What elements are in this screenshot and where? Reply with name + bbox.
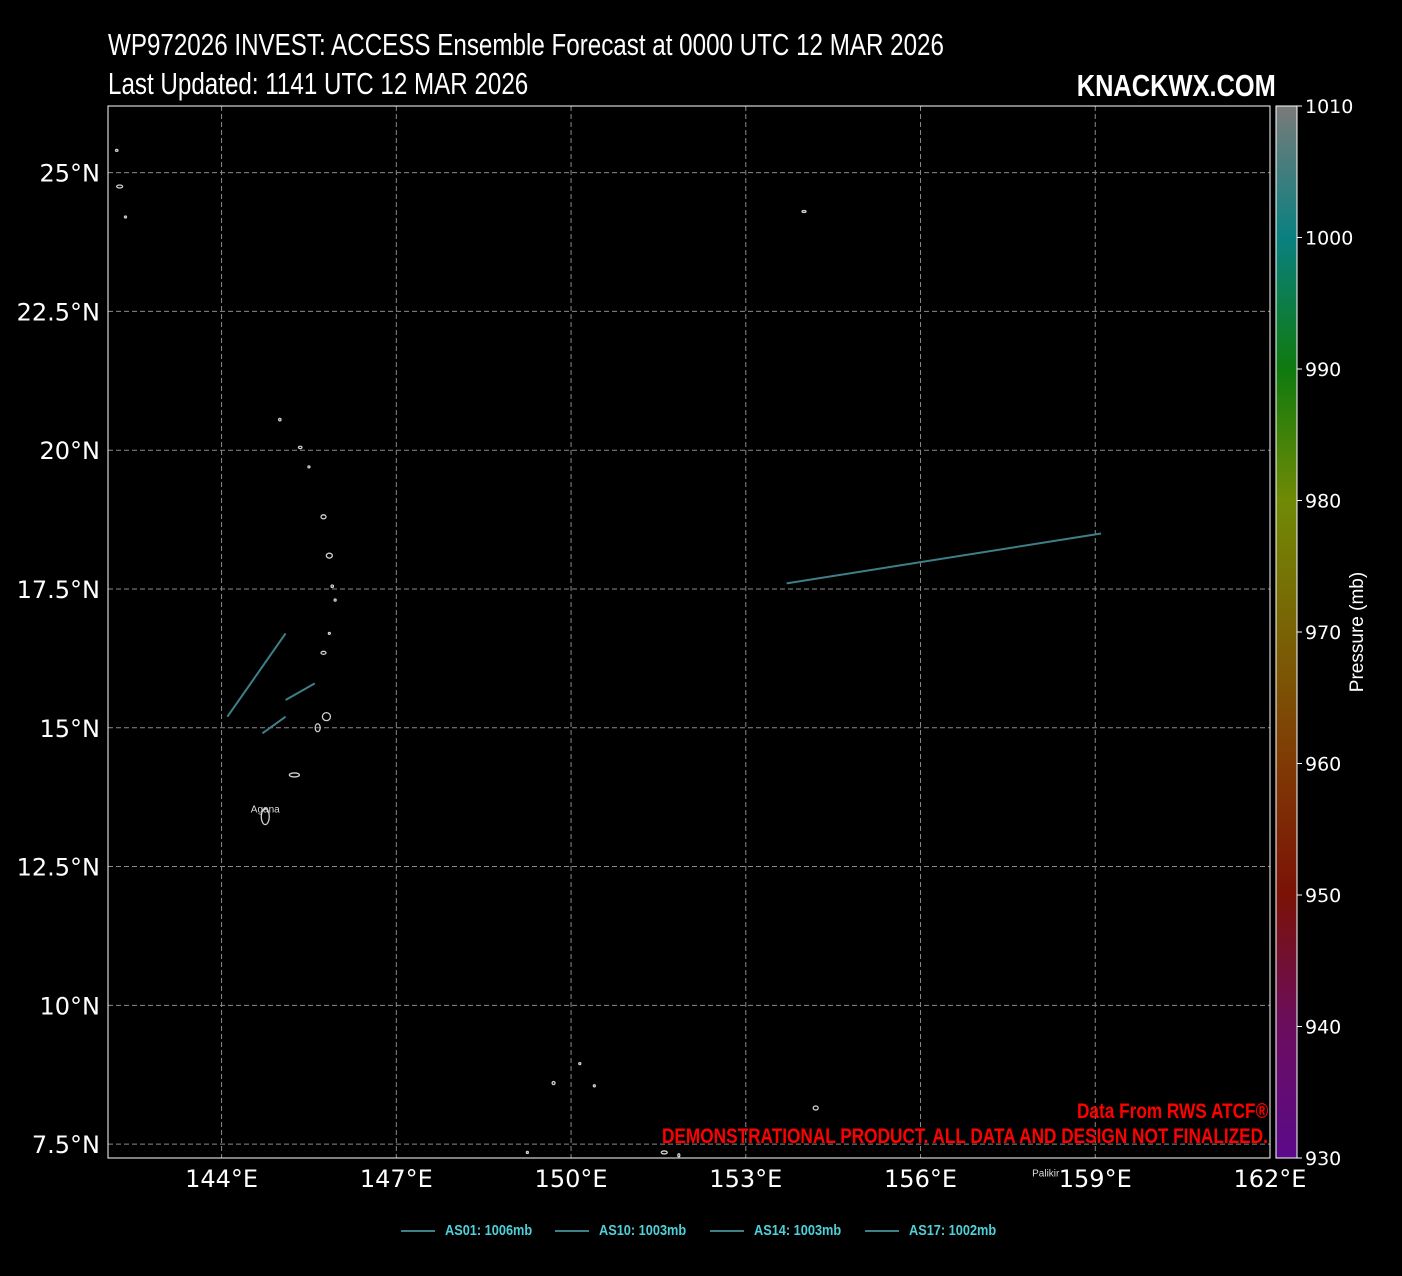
track-as10 (226, 632, 287, 718)
lon-tick-label: 159°E (1059, 1165, 1132, 1193)
legend-item: AS01: 1006mb (400, 1222, 538, 1239)
ensemble-tracks (226, 532, 1102, 735)
axis-ticks: 144°E 147°E 150°E 153°E 156°E 159°E 162°E 25°N 2… (17, 160, 1307, 1193)
lon-tick-label: 162°E (1234, 1165, 1307, 1193)
island-outline (115, 184, 124, 189)
island-outline (320, 650, 327, 655)
colorbar-tick-label: 950 (1305, 885, 1341, 907)
island-outline (578, 1061, 582, 1066)
city-labels: Agana Palikir (251, 805, 1060, 1180)
lat-tick-label: 25°N (40, 160, 101, 188)
track-as17 (261, 715, 287, 735)
legend-item: AS10: 1003mb (555, 1222, 692, 1239)
island-outline (677, 1153, 681, 1158)
lat-tick-label: 10°N (40, 992, 101, 1020)
lat-tick-label: 20°N (40, 437, 101, 465)
lon-tick-label: 156°E (884, 1165, 957, 1193)
track-legend: AS01: 1006mb AS10: 1003mb AS14: 1003mb AS17… (0, 1222, 1402, 1239)
colorbar-tick-label: 930 (1305, 1148, 1341, 1170)
legend-label: AS01: 1006mb (444, 1222, 533, 1239)
colorbar-ticks: 1010 1000 990 980 970 960 950 940 930 (1297, 96, 1353, 1170)
colorbar-tick-label: 970 (1305, 622, 1341, 644)
lat-tick-label: 15°N (40, 715, 101, 743)
island-outline (812, 1105, 819, 1111)
colorbar-tick-label: 960 (1305, 754, 1341, 776)
city-label: Agana (251, 805, 280, 816)
lon-tick-label: 147°E (360, 1165, 433, 1193)
city-label: Palikir (1032, 1168, 1060, 1179)
disclaimer-note: DEMONSTRATIONAL PRODUCT. ALL DATA AND DE… (662, 1125, 1268, 1148)
legend-label: AS10: 1003mb (599, 1222, 687, 1239)
colorbar-tick-label: 990 (1305, 359, 1341, 381)
track-as01 (786, 532, 1102, 585)
legend-item: AS17: 1002mb (864, 1222, 1002, 1239)
island-outline (330, 584, 335, 589)
coastlines (114, 148, 819, 1158)
legend-item: AS14: 1003mb (710, 1222, 847, 1239)
lon-tick-label: 153°E (709, 1165, 782, 1193)
figure-title: WP972026 INVEST: ACCESS Ensemble Forecas… (108, 27, 944, 62)
island-outline (592, 1084, 597, 1088)
last-updated-text: Last Updated: 1141 UTC 12 MAR 2026 (108, 66, 529, 101)
colorbar-tick-label: 1010 (1305, 96, 1353, 118)
legend-line-swatch (400, 1229, 435, 1232)
colorbar-tick-label: 1000 (1305, 228, 1353, 250)
island-outline (114, 148, 119, 153)
island-outline (288, 772, 301, 778)
lon-tick-label: 150°E (535, 1165, 608, 1193)
lat-tick-label: 22.5°N (17, 298, 100, 326)
legend-line-swatch (710, 1229, 744, 1232)
island-outline (123, 215, 128, 219)
site-brand: KNACKWX.COM (1076, 68, 1276, 103)
map-background (108, 106, 1270, 1158)
island-outline (660, 1150, 668, 1155)
data-source-note: Data From RWS ATCF® (1076, 1100, 1268, 1123)
island-outline (525, 1150, 530, 1155)
lon-tick-label: 144°E (185, 1165, 258, 1193)
island-outline (297, 445, 303, 450)
island-outline (321, 712, 332, 722)
colorbar-tick-label: 980 (1305, 491, 1341, 513)
legend-line-swatch (555, 1229, 590, 1232)
island-outline (801, 209, 807, 214)
island-outline (320, 514, 327, 520)
colorbar-label: Pressure (mb) (1347, 572, 1368, 692)
island-outline (277, 417, 282, 422)
island-outline (307, 465, 311, 469)
island-outline (314, 723, 321, 733)
legend-label: AS14: 1003mb (754, 1222, 842, 1239)
legend-line-swatch (864, 1229, 899, 1232)
island-outline (551, 1080, 556, 1086)
track-as14 (285, 682, 316, 701)
island-outline (333, 598, 337, 602)
colorbar-tick-label: 940 (1305, 1017, 1341, 1039)
lat-tick-label: 17.5°N (17, 576, 100, 604)
legend-label: AS17: 1002mb (908, 1222, 996, 1239)
island-outline (325, 552, 333, 559)
pressure-colorbar (1275, 105, 1298, 1159)
lat-tick-label: 12.5°N (17, 854, 100, 882)
island-outline (260, 807, 270, 826)
map-frame (107, 105, 1271, 1159)
island-outline (327, 631, 331, 636)
lat-tick-label: 7.5°N (32, 1131, 100, 1159)
